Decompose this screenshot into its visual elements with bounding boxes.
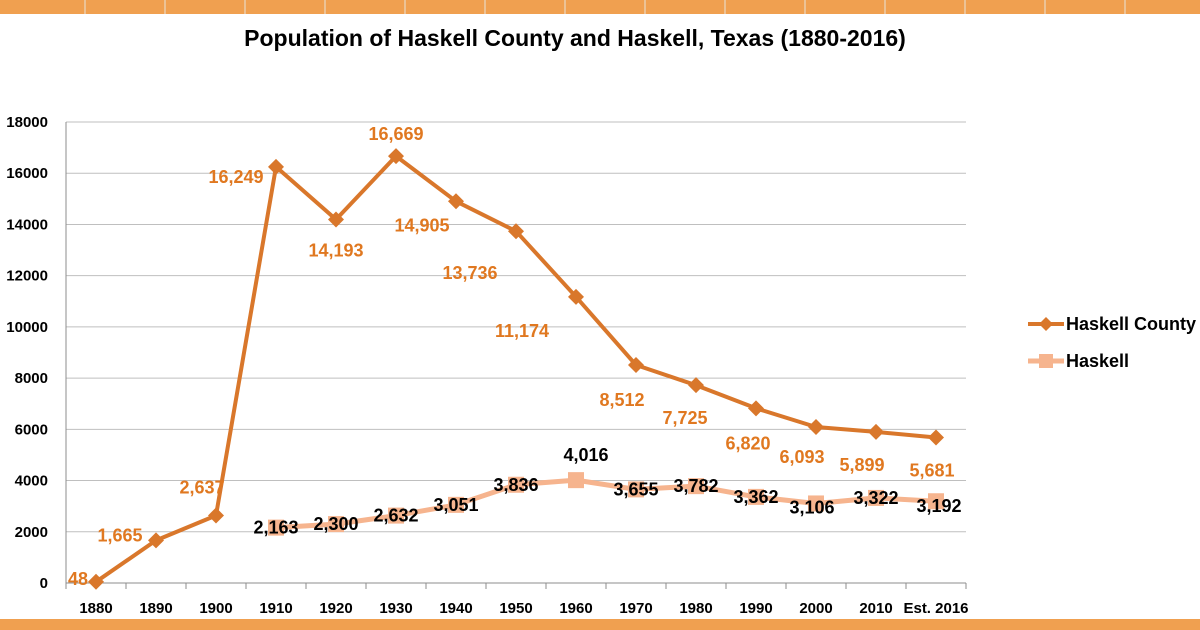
haskell-county-point-1930 [388,148,404,165]
y-tick-label-0: 0 [40,575,48,592]
haskell-county-data-label-1910: 16,249 [208,167,263,187]
x-tick-label-1980: 1980 [679,600,712,617]
haskell-point-1950 [508,476,524,493]
haskell-data-label-1910: 2,163 [253,518,298,538]
haskell-data-label-1940: 3,051 [433,495,478,515]
x-tick-label-1930: 1930 [379,600,412,617]
haskell-county-data-label-1970: 8,512 [599,390,644,410]
y-tick-label-2000: 2000 [15,524,48,541]
haskell-county-point-1910 [268,158,284,175]
x-tick-label-1890: 1890 [139,600,172,617]
chart-title: Population of Haskell County and Haskell… [244,25,906,51]
haskell-county-data-label-1930: 16,669 [368,124,423,144]
x-tick-label-1880: 1880 [79,600,112,617]
haskell-point-2000 [808,495,824,512]
haskell-point-1910 [268,519,284,536]
legend-marker-haskell [1039,354,1053,368]
x-tick-label-1940: 1940 [439,600,472,617]
legend-marker-haskell-county [1039,317,1053,331]
haskell-county-point-1970 [628,356,644,373]
haskell-point-1930 [388,507,404,524]
haskell-county-point-1880 [88,573,104,590]
haskell-county-point-est-2016 [928,429,944,446]
haskell-county-data-label-1900: 2,637 [179,477,224,497]
haskell-county-data-label-2000: 6,093 [779,447,824,467]
haskell-point-est-2016 [928,493,944,510]
bottom-footer-band [0,619,1200,630]
haskell-county-point-1960 [568,288,584,305]
haskell-point-2010 [868,489,884,506]
legend-label-haskell-county: Haskell County [1066,314,1196,334]
haskell-data-label-1920: 2,300 [313,514,358,534]
y-tick-label-12000: 12000 [6,268,48,285]
haskell-series-line [275,477,937,531]
haskell-county-data-label-1990: 6,820 [725,433,770,453]
haskell-point-1980 [688,478,704,495]
legend: Haskell County Haskell [1028,314,1196,371]
haskell-county-point-1890 [148,532,164,549]
x-tick-label-2010: 2010 [859,600,892,617]
haskell-data-label-2000: 3,106 [789,497,834,517]
haskell-data-label-1960: 4,016 [563,445,608,465]
haskell-county-data-label-1960: 11,174 [495,321,549,341]
haskell-county-point-1950 [508,223,524,240]
y-axis: 0 2000 4000 6000 8000 10000 12000 14000 16000 180… [6,114,67,592]
haskell-county-data-label-est-2016: 5,681 [909,461,954,481]
haskell-point-1960 [568,472,584,489]
data-labels: 48 1,665 2,637 16,249 14,193 16,669 14,905 13,7… [68,124,962,589]
haskell-point-1940 [448,496,464,513]
haskell-point-1920 [328,516,344,533]
x-tick-label-1900: 1900 [199,600,232,617]
haskell-county-point-1900 [208,507,224,524]
legend-label-haskell: Haskell [1066,351,1129,371]
haskell-data-label-2010: 3,322 [853,488,898,508]
grid-lines [66,121,966,584]
haskell-county-data-label-1980: 7,725 [662,408,707,428]
x-tick-label-1960: 1960 [559,600,592,617]
haskell-data-label-1970: 3,655 [613,479,658,499]
x-tick-label-est-2016: Est. 2016 [903,600,968,617]
haskell-county-data-label-2010: 5,899 [839,455,884,475]
y-tick-label-6000: 6000 [15,421,48,438]
haskell-county-point-1980 [688,377,704,394]
y-tick-label-8000: 8000 [15,370,48,387]
series-group [88,148,944,590]
haskell-data-label-est-2016: 3,192 [916,496,961,516]
haskell-data-label-1950: 3,836 [493,475,538,495]
y-tick-label-16000: 16000 [6,165,48,182]
top-header-band [0,0,1200,14]
y-tick-label-14000: 14000 [6,216,48,233]
x-tick-label-1950: 1950 [499,600,532,617]
x-tick-label-1970: 1970 [619,600,652,617]
haskell-county-data-label-1950: 13,736 [442,263,497,283]
y-tick-label-4000: 4000 [15,473,48,490]
haskell-county-point-2000 [808,418,824,435]
y-tick-label-18000: 18000 [6,114,48,131]
x-tick-label-1910: 1910 [259,600,292,617]
haskell-data-label-1930: 2,632 [373,506,418,526]
x-axis: 1880 1890 1900 1910 1920 1930 1940 1950 1960 1970… [65,583,969,617]
haskell-county-data-label-1890: 1,665 [97,525,142,545]
x-tick-label-1920: 1920 [319,600,352,617]
haskell-point-1970 [628,481,644,498]
x-tick-label-2000: 2000 [799,600,832,617]
haskell-county-data-label-1940: 14,905 [394,215,449,235]
haskell-county-point-1940 [448,193,464,210]
top-header-gridcells [84,0,1126,14]
haskell-county-point-2010 [868,423,884,440]
haskell-point-1990 [748,488,764,505]
haskell-county-point-1990 [748,400,764,417]
haskell-data-label-1990: 3,362 [733,487,778,507]
haskell-county-point-1920 [328,211,344,228]
haskell-county-series-line [94,154,937,584]
x-tick-label-1990: 1990 [739,600,772,617]
haskell-county-data-label-1880: 48 [68,569,88,589]
haskell-data-label-1980: 3,782 [673,476,718,496]
haskell-county-data-label-1920: 14,193 [308,241,363,261]
y-tick-label-10000: 10000 [6,319,48,336]
